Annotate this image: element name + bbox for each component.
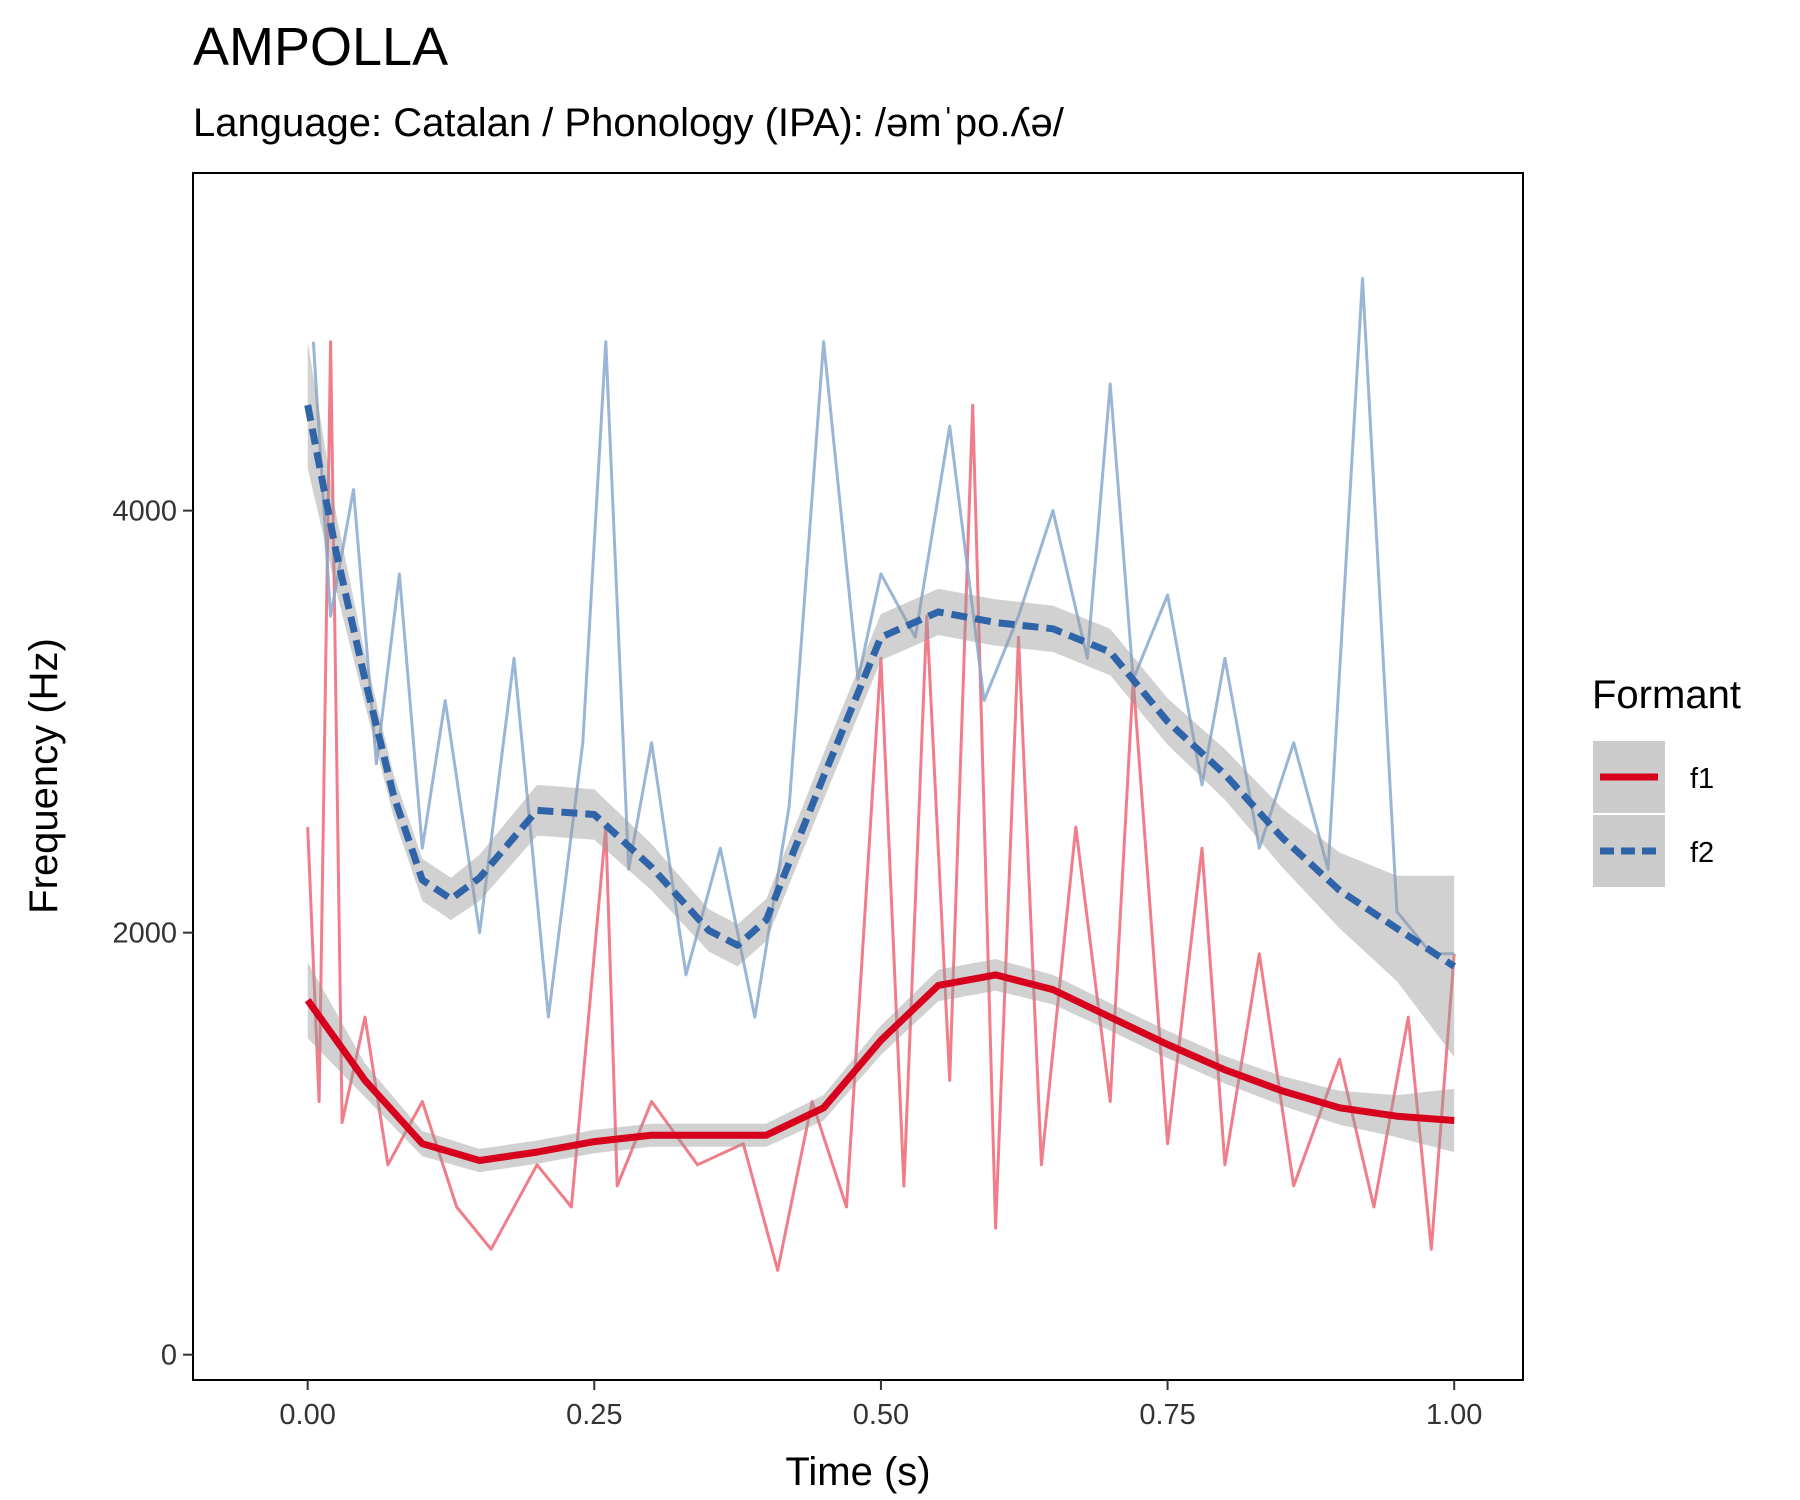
- y-tick-label: 4000: [112, 496, 177, 528]
- x-tick-label: 0.00: [279, 1399, 335, 1431]
- x-tick-label: 0.75: [1139, 1399, 1195, 1431]
- confidence-band-f1: [307, 959, 1455, 1173]
- confidence-band-f2: [307, 341, 1455, 1058]
- plot-area: [304, 277, 1457, 1272]
- y-axis: 0 2000 4000: [112, 496, 193, 1372]
- legend-label-f1: f1: [1690, 763, 1714, 795]
- x-axis: 0.00 0.25 0.50 0.75 1.00: [279, 1380, 1482, 1431]
- x-tick-label: 0.25: [566, 1399, 622, 1431]
- raw-trace-f1: [306, 340, 1456, 1272]
- smooth-line-f1: [304, 971, 1455, 1164]
- raw-trace-f2: [311, 277, 1455, 1019]
- y-tick-label: 0: [161, 1340, 177, 1372]
- smooth-line-f2: [304, 404, 1457, 970]
- plot-panel-border: [192, 172, 1524, 1381]
- legend-item-f1: f1: [1593, 741, 1714, 813]
- chart-subtitle: Language: Catalan / Phonology (IPA): /əm…: [193, 101, 1065, 145]
- x-axis-title: Time (s): [785, 1450, 930, 1494]
- y-tick-label: 2000: [112, 918, 177, 950]
- y-axis-title: Frequency (Hz): [22, 638, 66, 914]
- legend-label-f2: f2: [1690, 837, 1714, 869]
- legend-title: Formant: [1592, 673, 1741, 717]
- x-tick-label: 0.50: [853, 1399, 909, 1431]
- legend: Formant f1 f2: [1592, 673, 1741, 887]
- chart-title: AMPOLLA: [193, 17, 448, 77]
- x-tick-label: 1.00: [1426, 1399, 1482, 1431]
- legend-item-f2: f2: [1593, 815, 1714, 887]
